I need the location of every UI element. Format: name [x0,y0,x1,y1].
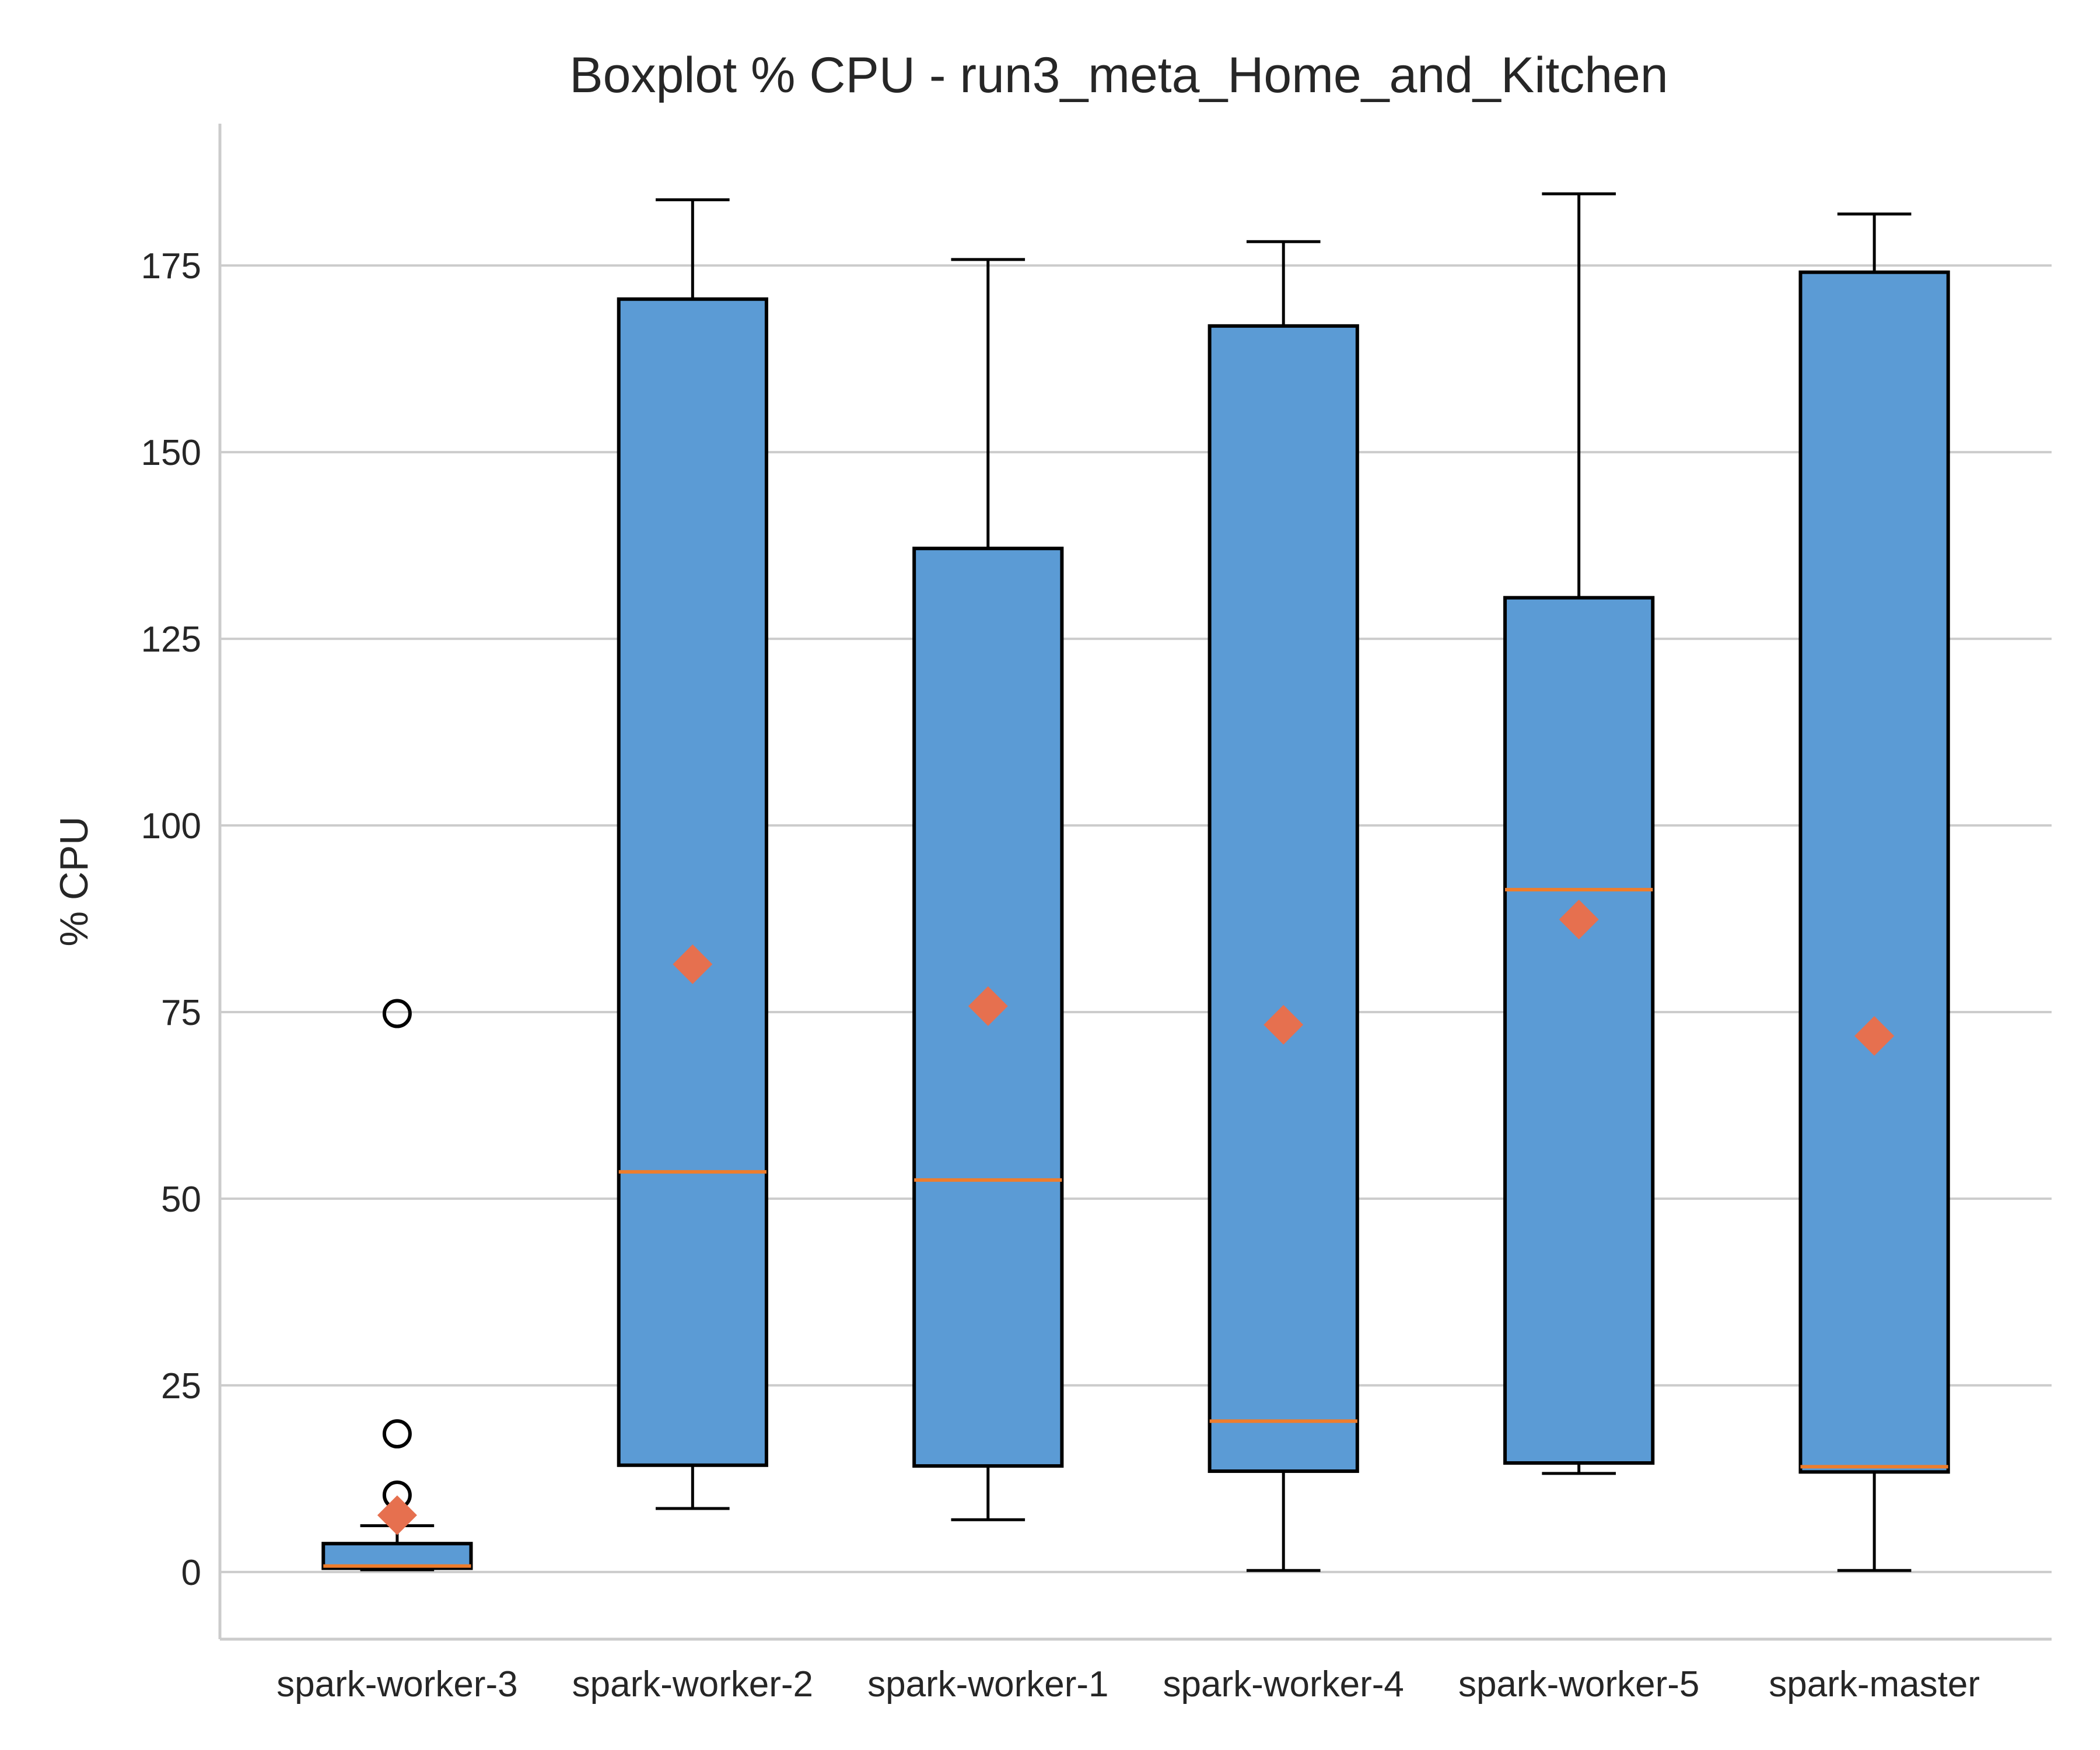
y-tick-labels: 0 25 50 75 100 125 150 175 [141,246,201,1593]
box-iqr [1208,324,1359,1474]
x-tick-label-spark-worker-4: spark-worker-4 [1163,1664,1404,1704]
box-iqr [1503,596,1655,1465]
chart-title: Boxplot % CPU - run3_meta_Home_and_Kitch… [569,47,1668,103]
outlier-point [382,1419,412,1449]
x-tick-label-spark-worker-3: spark-worker-3 [276,1664,517,1704]
y-tick-label-125: 125 [141,620,201,660]
x-tick-label-spark-master: spark-master [1769,1664,1980,1704]
y-tick-label-150: 150 [141,433,201,473]
x-tick-label-spark-worker-1: spark-worker-1 [867,1664,1108,1704]
y-tick-label-25: 25 [161,1366,201,1406]
y-gridlines [220,264,2052,1573]
outlier-point [382,999,412,1028]
mean-marker [1854,1016,1895,1056]
box-spark-worker-1 [912,258,1064,1521]
box-spark-worker-3 [321,999,473,1572]
box-spark-master [1798,212,1950,1572]
y-tick-label-175: 175 [141,246,201,286]
mean-marker [968,986,1008,1026]
mean-marker [673,944,713,985]
y-tick-label-50: 50 [161,1180,201,1220]
mean-marker [377,1495,417,1535]
y-tick-label-100: 100 [141,806,201,846]
y-tick-label-75: 75 [161,993,201,1033]
box-spark-worker-5 [1503,192,1655,1475]
y-tick-label-0: 0 [181,1553,201,1593]
box-iqr [321,1542,473,1570]
box-iqr [1798,270,1950,1474]
box-spark-worker-2 [617,198,768,1510]
boxes [321,192,1950,1572]
axes [218,124,2052,1641]
x-tick-labels: spark-worker-3 spark-worker-2 spark-worker… [276,1664,1980,1704]
box-iqr [617,297,768,1467]
mean-marker [1264,1005,1304,1045]
box-spark-worker-4 [1208,240,1359,1572]
mean-marker [1559,900,1599,940]
x-tick-label-spark-worker-5: spark-worker-5 [1458,1664,1699,1704]
x-tick-label-spark-worker-2: spark-worker-2 [572,1664,813,1704]
y-axis-label: % CPU [52,817,96,947]
